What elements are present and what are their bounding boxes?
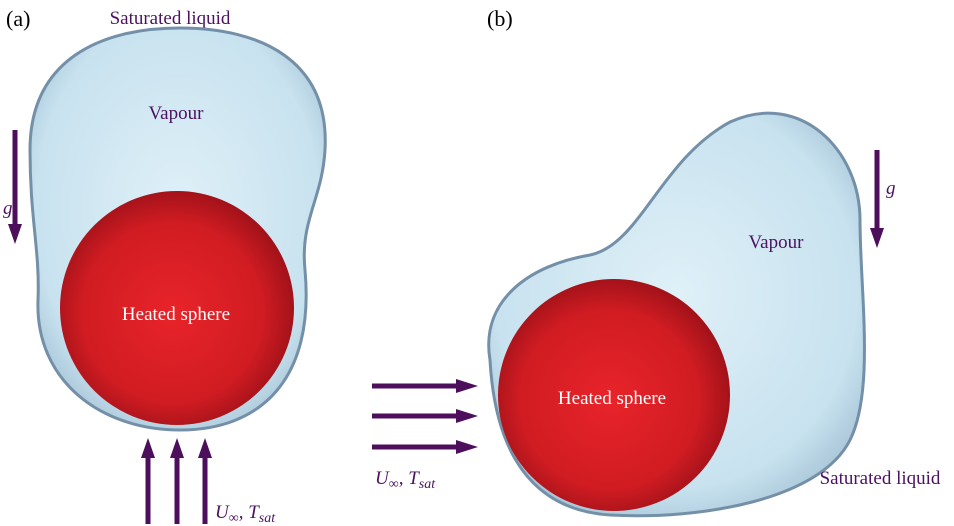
text-part: T [408, 468, 420, 489]
arrow-head [8, 224, 22, 244]
sphere [60, 191, 294, 425]
flow-arrows [372, 379, 478, 454]
text-part: ∞ [229, 511, 239, 526]
text-part: sat [419, 477, 436, 492]
flow-label: U∞, Tsat [375, 468, 436, 492]
text-part: T [248, 502, 260, 523]
panel-label: (a) [6, 6, 30, 31]
text-part: , [239, 502, 249, 523]
sphere [498, 279, 730, 511]
text-part: U [375, 468, 390, 489]
text-part: U [215, 502, 230, 523]
arrow-head [870, 228, 884, 248]
text-part: sat [259, 511, 276, 526]
vapour-label: Vapour [149, 103, 205, 124]
liquid-label: Saturated liquid [820, 468, 941, 489]
sphere-label: Heated sphere [122, 304, 230, 325]
text-part: ∞ [389, 477, 399, 492]
panel-label: (b) [487, 6, 513, 31]
liquid-label: Saturated liquid [110, 8, 231, 29]
sphere-label: Heated sphere [558, 388, 666, 409]
gravity-label: g [886, 178, 896, 199]
flow-arrows [141, 438, 212, 524]
flow-label: U∞, Tsat [215, 502, 276, 526]
gravity-label: g [3, 198, 13, 219]
vapour-label: Vapour [749, 232, 805, 253]
text-part: , [399, 468, 409, 489]
